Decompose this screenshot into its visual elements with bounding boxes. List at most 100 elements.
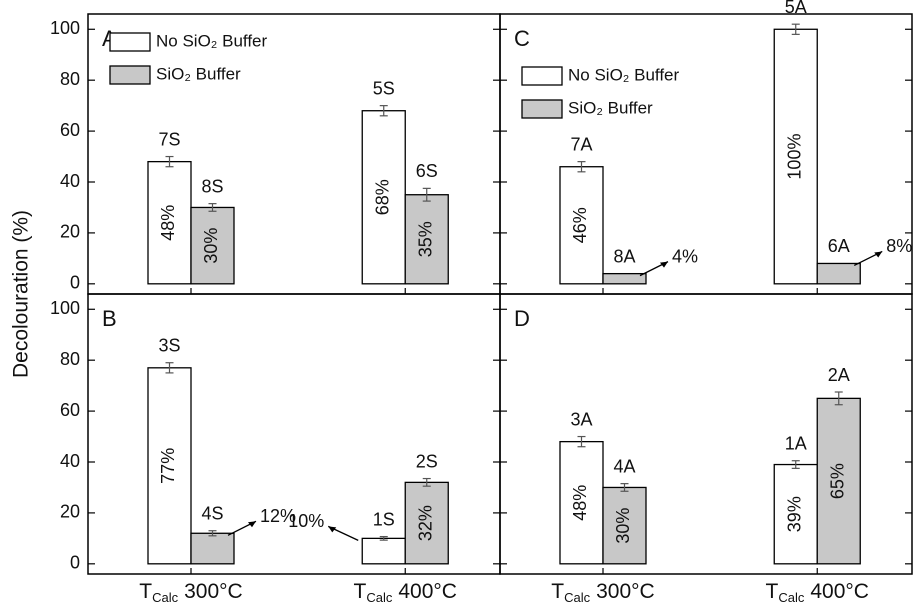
y-tick-label: 80 — [60, 69, 80, 89]
bar-name: 5A — [785, 0, 807, 17]
legend-label: SiO₂ Buffer — [568, 98, 653, 117]
value-label: 32% — [415, 505, 435, 541]
bar — [190, 206, 235, 285]
error-bar — [791, 460, 800, 469]
y-tick-label: 100 — [50, 18, 80, 38]
bar — [147, 367, 192, 565]
error-bar — [422, 187, 431, 202]
category-label: 300°C — [596, 580, 655, 603]
bar — [773, 28, 818, 285]
label-arrowhead — [328, 526, 337, 533]
value-label: 30% — [201, 228, 221, 264]
y-tick-label: 60 — [60, 120, 80, 140]
legend-label: No SiO₂ Buffer — [156, 31, 268, 50]
label-arrowhead — [248, 521, 256, 528]
bar — [404, 481, 449, 565]
error-bar — [379, 535, 388, 541]
error-bar — [791, 23, 800, 35]
y-tick-label: 40 — [60, 171, 80, 191]
category-label: 300°C — [184, 580, 243, 603]
error-bar — [208, 203, 217, 212]
bar-name: 4S — [201, 503, 223, 523]
error-bar — [620, 483, 629, 492]
bar — [602, 272, 647, 285]
legend-label: SiO₂ Buffer — [156, 64, 241, 83]
panel-frame — [499, 293, 913, 575]
bar-name: 2A — [828, 365, 850, 385]
panel-label: D — [514, 306, 530, 331]
x-tick-label: TCalc 300°C — [139, 580, 242, 606]
value-label: 4% — [672, 246, 698, 266]
bar-name: 4A — [613, 456, 635, 476]
bar-name: 8A — [613, 246, 635, 266]
category-label: 400°C — [398, 580, 457, 603]
bar — [361, 537, 406, 565]
value-label: 65% — [827, 463, 847, 499]
error-bar — [422, 477, 431, 487]
bar-name: 1S — [373, 509, 395, 529]
y-tick-label: 0 — [70, 553, 80, 573]
legend-swatch — [109, 32, 151, 52]
bar-name: 7S — [158, 129, 180, 149]
error-bar — [577, 161, 586, 173]
value-label: 10% — [288, 511, 324, 531]
value-label: 68% — [372, 179, 392, 215]
value-label: 48% — [158, 205, 178, 241]
error-bar — [577, 435, 586, 448]
legend-swatch — [521, 66, 563, 86]
category-prefix: T — [766, 580, 779, 603]
panel-label: C — [514, 26, 530, 51]
value-label: 77% — [158, 448, 178, 484]
error-bar — [165, 155, 174, 168]
y-tick-label: 60 — [60, 400, 80, 420]
y-axis-title: Decolouration (%) — [10, 210, 33, 378]
bar-name: 6S — [416, 161, 438, 181]
legend-swatch — [521, 99, 563, 119]
bar — [559, 166, 604, 285]
bar — [361, 110, 406, 285]
category-label: 400°C — [810, 580, 869, 603]
value-label: 12% — [260, 506, 296, 526]
category-sub: Calc — [366, 590, 393, 605]
bar-name: 1A — [785, 433, 807, 453]
panel-label: B — [102, 306, 117, 331]
category-sub: Calc — [778, 590, 805, 605]
category-prefix: T — [139, 580, 152, 603]
bar — [816, 262, 861, 285]
value-label: 48% — [570, 485, 590, 521]
category-prefix: T — [551, 580, 564, 603]
bar-name: 3A — [570, 409, 592, 429]
value-label: 35% — [415, 221, 435, 257]
value-label: 100% — [784, 134, 804, 180]
bar — [404, 194, 449, 285]
legend-label: No SiO₂ Buffer — [568, 65, 680, 84]
label-arrowhead — [660, 261, 668, 268]
bar-name: 7A — [570, 134, 592, 154]
category-sub: Calc — [564, 590, 591, 605]
y-tick-label: 80 — [60, 349, 80, 369]
x-tick-label: TCalc 300°C — [551, 580, 654, 606]
y-tick-label: 100 — [50, 298, 80, 318]
value-label: 30% — [613, 508, 633, 544]
value-label: 8% — [886, 236, 912, 256]
error-bar — [379, 105, 388, 117]
bar — [190, 532, 235, 565]
error-bar — [165, 362, 174, 374]
category-prefix: T — [354, 580, 367, 603]
value-label: 39% — [784, 496, 804, 532]
bar — [147, 160, 192, 285]
category-sub: Calc — [152, 590, 179, 605]
bar-name: 2S — [416, 451, 438, 471]
bar-name: 5S — [373, 78, 395, 98]
y-tick-label: 20 — [60, 502, 80, 522]
bar-name: 3S — [158, 335, 180, 355]
error-bar — [834, 391, 843, 406]
x-tick-label: TCalc 400°C — [766, 580, 869, 606]
bar-name: 6A — [828, 236, 850, 256]
legend-swatch — [109, 65, 151, 85]
y-tick-label: 20 — [60, 222, 80, 242]
bar-name: 8S — [201, 176, 223, 196]
label-arrowhead — [874, 251, 883, 258]
